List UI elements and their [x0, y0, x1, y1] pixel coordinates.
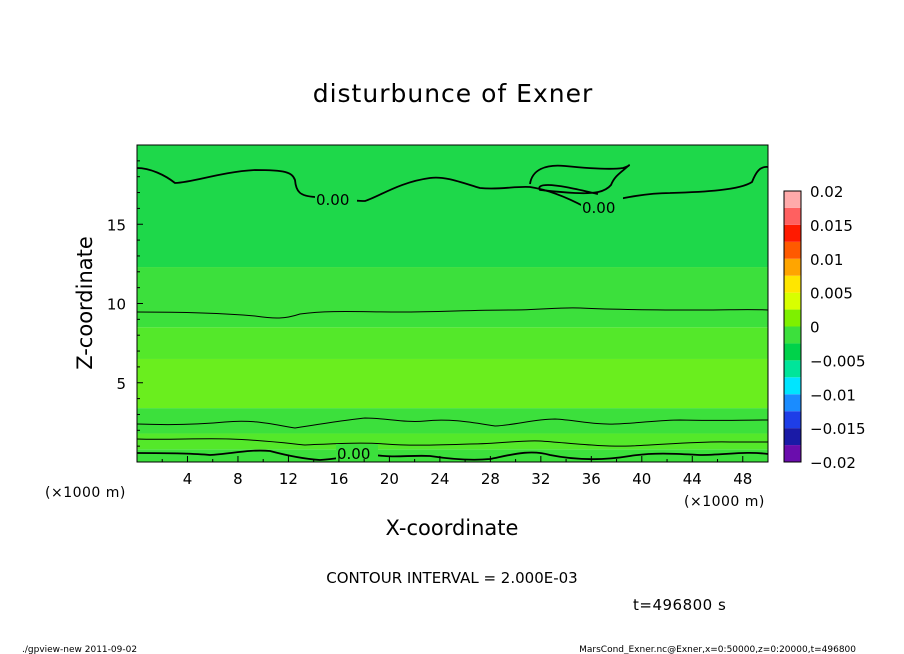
- colorbar-tick-label-5: −0.005: [810, 352, 866, 370]
- contour-line-zero-top: [136, 166, 769, 208]
- contour-lines: [136, 164, 769, 461]
- x-tick-label-6: 28: [481, 470, 500, 488]
- footer-left: ./gpview-new 2011-09-02: [22, 645, 137, 654]
- colorbar-frame: [783, 190, 802, 463]
- colorbar-swatch-14: [784, 207, 801, 225]
- fill-band-6: [137, 145, 768, 268]
- colorbar-swatch-3: [784, 394, 801, 412]
- x-tick-label-7: 32: [531, 470, 550, 488]
- colorbar-ticks: 0.02 0.015 0.01 0.005 0 −0.005 −0.01 −0.015 −0.0…: [810, 183, 866, 472]
- contour-label-bottom: 0.00: [337, 445, 370, 463]
- time-label: t=496800 s: [633, 596, 726, 614]
- chart-title: disturbunce of Exner: [313, 79, 594, 108]
- colorbar-tick-label-3: 0.005: [810, 285, 853, 303]
- x-tick-label-3: 16: [329, 470, 348, 488]
- y-tick-label-1: 10: [107, 296, 126, 314]
- colorbar-swatch-10: [784, 275, 801, 293]
- contour-label-top-right: 0.00: [582, 199, 615, 217]
- colorbar-tick-label-4: 0: [810, 319, 820, 337]
- x-tick-label-1: 8: [233, 470, 243, 488]
- fill-band-1: [137, 433, 768, 450]
- contour-fill-bands: [137, 145, 768, 462]
- x-axis-title: X-coordinate: [386, 516, 519, 540]
- contour-line-zero-loop: [529, 164, 631, 195]
- colorbar-swatch-13: [784, 224, 801, 242]
- colorbar-swatch-7: [784, 326, 801, 344]
- y-axis-ticks: 5 10 15: [107, 160, 143, 447]
- colorbar-swatch-0: [784, 445, 801, 462]
- y-tick-label-2: 15: [107, 216, 126, 234]
- colorbar-tick-label-6: −0.01: [810, 386, 856, 404]
- fill-band-3: [137, 358, 768, 409]
- contour-interval-label: CONTOUR INTERVAL = 2.000E-03: [326, 569, 577, 587]
- contour-labels: 0.00 0.00 0.00: [315, 189, 623, 463]
- colorbar-swatch-8: [784, 309, 801, 327]
- fill-band-5: [137, 267, 768, 328]
- colorbar-swatch-2: [784, 411, 801, 429]
- x-tick-label-11: 48: [733, 470, 752, 488]
- colorbar-swatch-5: [784, 360, 801, 378]
- colorbar-swatch-9: [784, 292, 801, 310]
- contour-line-zero-bottom: [136, 449, 769, 461]
- x-tick-label-2: 12: [279, 470, 298, 488]
- colorbar: [783, 190, 802, 463]
- contour-line-z3: [136, 417, 769, 429]
- colorbar-swatch-1: [784, 428, 801, 446]
- colorbar-swatch-12: [784, 241, 801, 259]
- x-tick-label-4: 20: [380, 470, 399, 488]
- colorbar-tick-label-7: −0.015: [810, 420, 866, 438]
- colorbar-tick-label-0: 0.02: [810, 183, 843, 201]
- x-tick-label-5: 24: [430, 470, 449, 488]
- x-tick-label-0: 4: [183, 470, 193, 488]
- y-tick-label-0: 5: [116, 375, 126, 393]
- colorbar-swatch-15: [784, 191, 801, 208]
- x-tick-label-10: 44: [683, 470, 702, 488]
- contour-line-z1: [136, 438, 768, 447]
- colorbar-tick-label-2: 0.01: [810, 251, 843, 269]
- y-axis-title: Z-coordinate: [73, 236, 97, 370]
- x-tick-label-8: 36: [582, 470, 601, 488]
- colorbar-swatch-6: [784, 343, 801, 361]
- fill-band-4: [137, 327, 768, 359]
- colorbar-swatch-11: [784, 258, 801, 276]
- fill-band-0: [137, 449, 768, 462]
- x-tick-label-9: 40: [632, 470, 651, 488]
- colorbar-tick-label-1: 0.015: [810, 217, 853, 235]
- contour-line-z10: [136, 307, 769, 319]
- x-axis-unit-right: (×1000 m): [684, 494, 765, 510]
- x-axis-unit-left: (×1000 m): [45, 485, 126, 501]
- footer-right: MarsCond_Exner.nc@Exner,x=0:50000,z=0:20…: [579, 645, 856, 654]
- x-axis-ticks: 4 8 12 16 20 24 28 32 36 40 44 48: [161, 456, 752, 488]
- contour-label-top-left: 0.00: [316, 191, 349, 209]
- colorbar-swatch-4: [784, 377, 801, 395]
- colorbar-tick-label-8: −0.02: [810, 454, 856, 472]
